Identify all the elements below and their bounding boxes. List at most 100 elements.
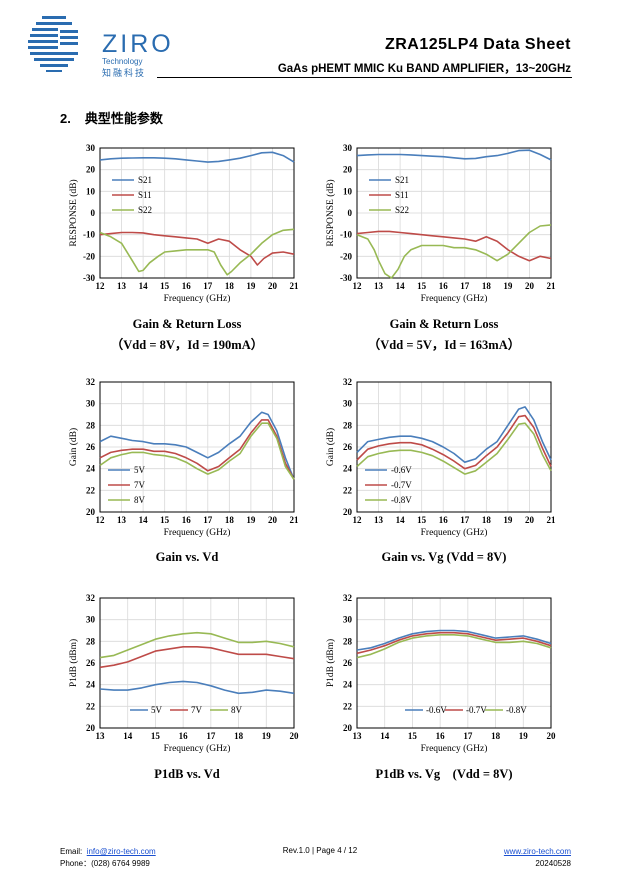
chart-svg: 12 13 14 15 16 17 18 19 20 21 -30 -20 -10 0 10 20 30 Freq… [325, 143, 556, 304]
x-axis-label: Frequency (GHz) [421, 527, 488, 538]
caption-chart-1-title: Gain & Return Loss [132, 317, 242, 331]
document-title: ZRA125LP4 Data Sheet [384, 36, 571, 53]
x-axis-label: Frequency (GHz) [164, 743, 231, 754]
chart-gain-vs-vd: 12 13 14 15 16 17 18 19 20 21 20 22 24 26 28 30 32 Freque… [62, 376, 312, 541]
x-tick-label: 17 [463, 731, 473, 741]
chart-svg: 12 13 14 15 16 17 18 19 20 21 20 22 24 26 28 30 32 Freque… [68, 377, 300, 538]
series-line-8V [99, 631, 295, 659]
email-link[interactable]: info@ziro-tech.com [86, 847, 156, 856]
x-tick-label: 12 [353, 281, 363, 291]
x-tick-label: 16 [182, 515, 192, 525]
caption-chart-3: Gain vs. Vd [155, 550, 219, 564]
chart-p1db-vs-vd: 13 14 15 16 17 18 19 20 20 22 24 26 28 30 32 Frequency … [62, 592, 312, 757]
series-line--0.6V [356, 629, 552, 651]
section-heading: 2. 典型性能参数 [60, 108, 163, 127]
section-title: 典型性能参数 [84, 111, 163, 126]
document-subtitle: GaAs pHEMT MMIC Ku BAND AMPLIFIER，13~20G… [277, 63, 571, 75]
x-tick-label: 16 [436, 731, 446, 741]
chart-p1db-vs-vg: 13 14 15 16 17 18 19 20 20 22 24 26 28 30 32 Frequency … [319, 592, 569, 757]
series-line--0.8V [356, 633, 552, 659]
x-tick-label: 12 [353, 515, 363, 525]
chart-gain-return-loss-5v: 12 13 14 15 16 17 18 19 20 21 -30 -20 -10 0 10 20 30 Freq… [319, 142, 569, 307]
caption-chart-2-conditions: （Vdd = 5V，Id = 163mA） [367, 338, 521, 352]
x-tick-label: 21 [290, 515, 300, 525]
x-tick-label: 20 [525, 281, 535, 291]
footer-date: 20240528 [535, 859, 571, 868]
series-line-S22 [356, 224, 552, 279]
plot-frame [356, 147, 552, 279]
x-tick-label: 16 [179, 731, 189, 741]
x-tick-label: 15 [417, 515, 427, 525]
x-tick-label: 17 [206, 731, 216, 741]
y-tick-label: 26 [343, 658, 353, 668]
legend-label: S11 [395, 190, 409, 200]
plot-frame [99, 147, 295, 279]
y-axis-label: Gain (dB) [325, 428, 336, 466]
series-line-7V [99, 645, 295, 669]
legend-label: 8V [134, 495, 146, 505]
x-tick-label: 20 [268, 515, 278, 525]
x-tick-label: 17 [203, 281, 213, 291]
y-tick-label: -10 [340, 230, 352, 240]
x-tick-label: 16 [439, 515, 449, 525]
series-line--0.8V [356, 422, 552, 475]
legend-label: S11 [138, 190, 152, 200]
legend-label: -0.8V [506, 705, 527, 715]
legend-label: S21 [138, 175, 152, 185]
brand-name: ZIRO [102, 30, 174, 58]
y-tick-label: 20 [86, 723, 96, 733]
legend-label: 7V [134, 480, 146, 490]
legend-label: -0.7V [391, 480, 412, 490]
y-tick-label: 20 [86, 165, 96, 175]
y-tick-label: 24 [343, 680, 353, 690]
caption-chart-2-title: Gain & Return Loss [389, 317, 499, 331]
legend-label: 5V [151, 705, 163, 715]
y-tick-label: -30 [83, 273, 95, 283]
y-tick-label: 24 [86, 680, 96, 690]
x-tick-label: 15 [151, 731, 161, 741]
x-tick-label: 18 [225, 281, 235, 291]
plot-frame [356, 597, 552, 729]
x-tick-label: 17 [203, 515, 213, 525]
x-axis-label: Frequency (GHz) [421, 743, 488, 754]
series-line--0.6V [356, 406, 552, 463]
y-tick-label: 28 [86, 420, 96, 430]
chart-gain-vs-vg: 12 13 14 15 16 17 18 19 20 21 20 22 24 26 28 30 32 Freque… [319, 376, 569, 541]
website-link[interactable]: www.ziro-tech.com [503, 847, 571, 856]
x-tick-label: 16 [182, 281, 192, 291]
plot-frame [99, 597, 295, 729]
series-line-S21 [356, 149, 552, 161]
logo-globe-icon [28, 16, 80, 72]
x-tick-label: 15 [160, 515, 170, 525]
x-tick-label: 19 [519, 731, 529, 741]
legend-label: -0.7V [466, 705, 487, 715]
x-tick-label: 19 [503, 515, 513, 525]
x-tick-label: 19 [246, 281, 256, 291]
series-line-5V [99, 411, 295, 480]
x-tick-label: 13 [374, 281, 384, 291]
x-tick-label: 14 [396, 515, 406, 525]
series-line--0.7V [356, 414, 552, 470]
x-tick-label: 14 [396, 281, 406, 291]
x-tick-label: 12 [96, 281, 106, 291]
x-tick-label: 18 [234, 731, 244, 741]
footer-contact: Email: info@ziro-tech.com Phone：(028) 67… [60, 846, 156, 870]
legend-label: -0.6V [426, 705, 447, 715]
y-tick-label: 20 [343, 507, 353, 517]
footer-revision: Rev.1.0 | Page 4 / 12 [282, 846, 358, 855]
x-tick-label: 14 [139, 515, 149, 525]
y-tick-label: 30 [86, 615, 96, 625]
y-tick-label: 24 [343, 464, 353, 474]
caption-chart-4: Gain vs. Vg (Vdd = 8V) [381, 550, 507, 564]
legend-label: S22 [138, 205, 152, 215]
series-line--0.7V [356, 631, 552, 655]
phone-label: Phone： [60, 859, 92, 868]
y-axis-label: Gain (dB) [68, 428, 79, 466]
caption-chart-1: Gain & Return Loss （Vdd = 8V，Id = 190mA） [62, 317, 312, 353]
x-tick-label: 13 [117, 281, 127, 291]
brand-subtitle: Technology [102, 57, 143, 66]
x-tick-label: 19 [246, 515, 256, 525]
series-line-5V [99, 680, 295, 695]
legend-label: S21 [395, 175, 409, 185]
series-line-S22 [99, 228, 295, 276]
